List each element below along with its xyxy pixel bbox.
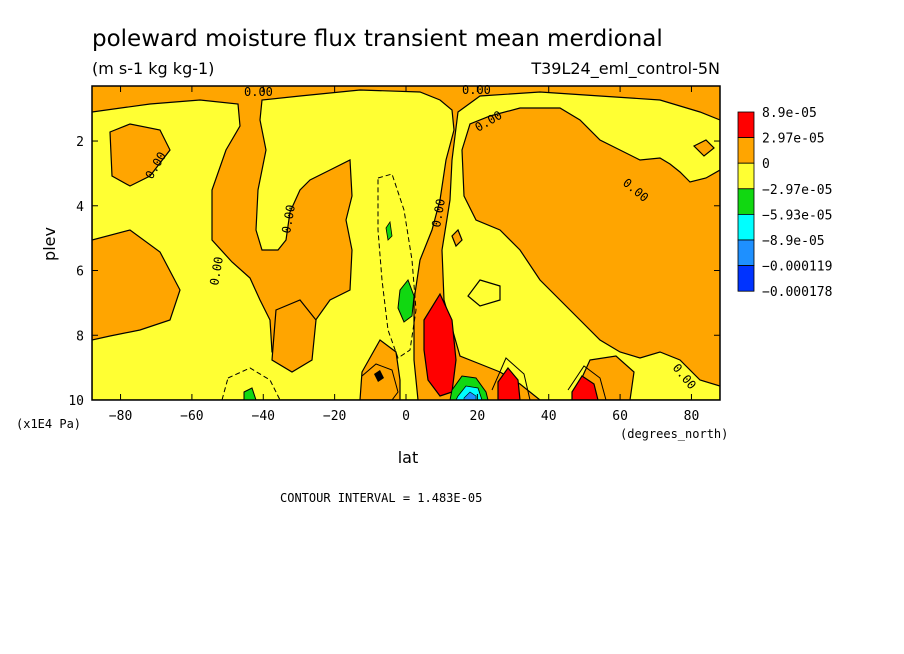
island-orange-3 xyxy=(92,229,181,341)
contour-label: 0.00 xyxy=(462,83,491,97)
legend-swatch xyxy=(737,111,755,139)
legend-label: 8.9e-05 xyxy=(762,106,817,121)
legend-swatch xyxy=(737,188,755,215)
y-axis-label: plev xyxy=(40,227,59,261)
x-tick-label: 0 xyxy=(402,409,410,424)
island-orange-1 xyxy=(109,123,171,187)
x-tick-label: −80 xyxy=(109,409,132,424)
chart-units: (m s-1 kg kg-1) xyxy=(92,59,214,78)
green-min-5S xyxy=(397,279,415,323)
legend-label: 2.97e-05 xyxy=(762,132,825,147)
chart-title: poleward moisture flux transient mean me… xyxy=(92,26,663,52)
red-max-50N xyxy=(571,375,599,400)
y-tick-label: 8 xyxy=(76,329,84,344)
x-tick-label: −20 xyxy=(323,409,346,424)
x-tick-label: −40 xyxy=(252,409,275,424)
y-tick-label: 4 xyxy=(76,200,84,215)
legend-swatch xyxy=(737,239,755,267)
contour-label: 0.00 xyxy=(244,85,273,99)
legend-label: −2.97e-05 xyxy=(762,183,832,198)
negative-regions xyxy=(221,173,489,400)
y-axis-units: (x1E4 Pa) xyxy=(16,417,81,431)
x-tick-label: −60 xyxy=(180,409,203,424)
legend-label: −5.93e-05 xyxy=(762,208,832,223)
region-yellow-south xyxy=(92,89,455,400)
color-legend: 8.9e-05 2.97e-05 0 −2.97e-05 −5.93e-05 −8.9e-… xyxy=(737,106,832,300)
dashed-neg-contour-2 xyxy=(221,367,281,400)
island-orange-4 xyxy=(692,139,715,157)
inner-contours xyxy=(361,357,607,400)
x-tick-label: 40 xyxy=(541,409,557,424)
axis-ticks: −80 −60 −40 −20 0 20 40 60 80 2 4 6 8 10 xyxy=(68,86,720,424)
plot-area: 0.00 0.00 0.00 0.00 0.00 0.00 0.00 0.00 … xyxy=(68,83,721,424)
x-tick-label: 20 xyxy=(470,409,486,424)
legend-swatch xyxy=(737,162,755,190)
legend-swatch xyxy=(737,213,755,241)
legend-label: −0.000119 xyxy=(762,260,832,275)
legend-swatch xyxy=(737,265,755,292)
contour-label: 0.00 xyxy=(207,256,226,287)
dashed-neg-contour-1 xyxy=(377,173,417,359)
x-tick-label: 60 xyxy=(612,409,628,424)
green-min-45S xyxy=(243,387,257,400)
contour-label: 0.00 xyxy=(279,204,298,235)
dark-min-5S-bottom xyxy=(374,370,384,382)
contour-interval-text: CONTOUR INTERVAL = 1.483E-05 xyxy=(280,491,482,505)
region-yellow-north-mid xyxy=(467,279,501,307)
legend-label: −8.9e-05 xyxy=(762,234,825,249)
x-axis-units: (degrees_north) xyxy=(620,427,728,441)
y-tick-label: 10 xyxy=(68,394,84,409)
legend-swatch xyxy=(737,137,755,164)
island-orange-2 xyxy=(271,299,317,373)
dataset-label: T39L24_eml_control-5N xyxy=(530,59,720,79)
contour-label: 0.00 xyxy=(429,198,448,229)
near-zero-regions xyxy=(92,89,720,400)
y-tick-label: 6 xyxy=(76,265,84,280)
x-tick-label: 80 xyxy=(684,409,700,424)
legend-label: −0.000178 xyxy=(762,285,832,300)
x-axis-label: lat xyxy=(398,448,419,467)
green-min-2S xyxy=(385,220,393,241)
y-tick-label: 2 xyxy=(76,135,84,150)
legend-label: 0 xyxy=(762,157,770,172)
positive-islands xyxy=(92,123,715,400)
red-max-30N xyxy=(497,367,521,400)
island-orange-5 xyxy=(451,228,463,248)
